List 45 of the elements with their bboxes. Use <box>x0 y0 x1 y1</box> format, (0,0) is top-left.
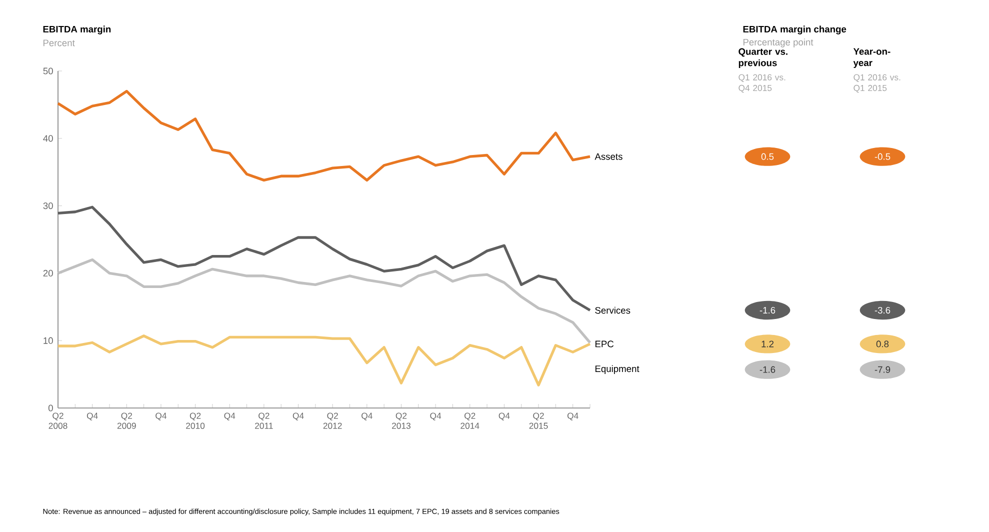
x-tick-label: Q4 <box>224 412 236 420</box>
text: Q1 2016 vs. Q4 2015 <box>738 74 786 93</box>
x-tick-label: Q2 2008 <box>48 412 68 429</box>
data-label: -0.5 <box>874 153 890 160</box>
category-label: Year-on-year <box>853 48 890 68</box>
data-label: 0.5 <box>761 153 774 160</box>
x-tick-label: Q4 <box>86 412 98 420</box>
x-tick-label: Q4 <box>430 412 442 420</box>
y-tick-label: 10 <box>44 337 53 344</box>
x-tick-label: Q4 <box>567 412 578 420</box>
x-tick-label: Q2 2010 <box>186 412 205 429</box>
data-label: 0.8 <box>876 340 889 348</box>
y-tick-label: 40 <box>43 135 53 142</box>
x-tick-label: Q2 2014 <box>460 412 480 429</box>
text: EBITDA margin change <box>743 26 846 34</box>
series-label: EPC <box>595 340 614 348</box>
data-label: -1.6 <box>760 306 776 314</box>
x-tick-label: Q4 <box>498 412 510 420</box>
x-tick-label: Q2 2012 <box>323 412 342 429</box>
series-label: Services <box>595 306 630 314</box>
data-label: -1.6 <box>760 366 776 373</box>
x-tick-label: Q2 2013 <box>392 412 410 429</box>
x-tick-label: Q2 2011 <box>255 412 273 429</box>
text: Equipment <box>595 365 640 374</box>
text: Percentage point <box>743 38 814 48</box>
x-tick-label: Q4 <box>292 412 304 420</box>
y-tick-label: 20 <box>43 270 53 276</box>
x-tick-label: Q4 <box>362 412 372 420</box>
data-label: 1.2 <box>762 340 774 348</box>
x-tick-label: Q2 2015 <box>529 412 548 429</box>
data-label: -7.9 <box>874 366 890 373</box>
y-tick-label: 0 <box>48 404 53 412</box>
y-tick-label: 50 <box>43 68 53 74</box>
x-tick-label: Q2 2009 <box>117 412 136 429</box>
chart-title: EBITDA margin <box>43 26 111 34</box>
line-series <box>56 90 592 182</box>
x-tick-label: Q4 <box>156 412 166 420</box>
text: Q1 2016 vs. Q1 2015 <box>854 74 900 93</box>
line-series <box>56 258 592 344</box>
category-label: Quarter vs. previous <box>738 48 788 68</box>
y-tick-label: 30 <box>43 202 53 210</box>
data-label: -3.6 <box>874 306 890 314</box>
line-series <box>56 206 592 312</box>
y-axis-title: Percent <box>43 40 75 46</box>
series-label: Assets <box>594 153 622 160</box>
